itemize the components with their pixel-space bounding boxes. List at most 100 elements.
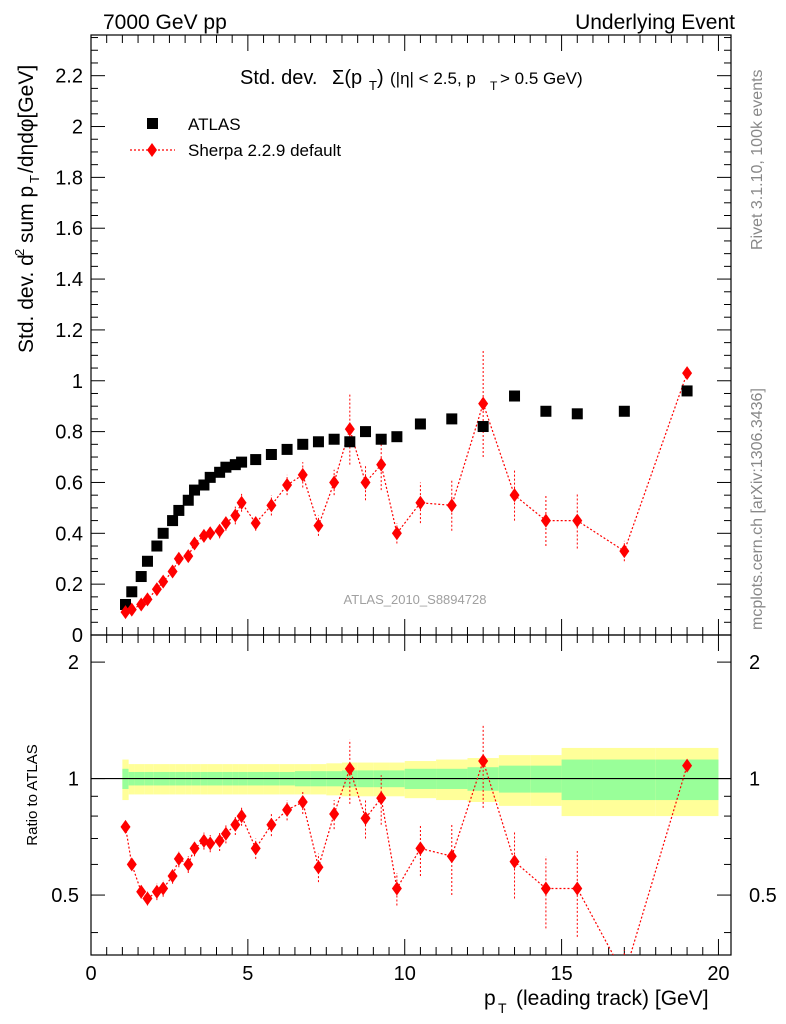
atlas-point [229, 459, 241, 471]
ratio-sherpa-point [297, 794, 308, 809]
legend-atlas-label: ATLAS [188, 115, 241, 134]
sherpa-point [446, 498, 457, 513]
sherpa-point [151, 582, 162, 597]
sherpa-point [189, 536, 200, 551]
x-tick-label: 5 [242, 963, 253, 985]
ratio-sherpa-point [214, 833, 225, 848]
ratio-y-tick-label-right: 0.5 [749, 885, 777, 907]
sherpa-point [572, 513, 583, 528]
sherpa-point [220, 516, 231, 531]
atlas-point [509, 390, 521, 402]
plot-title-sub-t2: T [490, 79, 498, 93]
x-tick-label: 10 [394, 963, 416, 985]
sherpa-point [183, 549, 194, 564]
atlas-markers [120, 385, 693, 610]
atlas-point [120, 598, 132, 610]
x-label-p: p [484, 987, 496, 1010]
x-label-sub: T [498, 1000, 507, 1016]
sherpa-point [214, 523, 225, 538]
x-tick-label: 20 [707, 963, 729, 985]
ratio-frame [90, 634, 732, 956]
sherpa-point [329, 475, 340, 490]
sherpa-point [376, 457, 387, 472]
ratio-y-tick-label: 1 [68, 769, 79, 791]
sherpa-point [415, 495, 426, 510]
atlas-point [198, 479, 210, 491]
main-y-tick-label: 0.4 [55, 523, 83, 545]
plot-title-sub-t1: T [369, 78, 377, 93]
plot-title-cuts2: > 0.5 GeV) [500, 69, 583, 88]
sherpa-point [142, 592, 153, 607]
ratio-sherpa-point [173, 851, 184, 866]
ratio-sherpa-point [189, 841, 200, 856]
main-y-label-text-c: /dηdφ[GeV] [15, 65, 38, 173]
atlas-point [204, 471, 216, 483]
main-panel: 0 0.2 0.4 0.6 0.8 1 1.2 1.4 1.6 1.8 2 2.2 Std. dev.… [12, 34, 732, 647]
main-axis-ticks [90, 35, 731, 636]
sherpa-point [391, 526, 402, 541]
ratio-sherpa-point [682, 758, 693, 773]
atlas-point [157, 527, 169, 539]
ratio-sherpa-point [205, 836, 216, 851]
ratio-sherpa-point [572, 881, 583, 896]
rivet-version-label: Rivet 3.1.10, 100k events [749, 69, 766, 250]
atlas-point [126, 586, 138, 598]
atlas-point [141, 555, 153, 567]
atlas-point [236, 456, 248, 468]
main-frame [90, 34, 732, 636]
ratio-sherpa-point [329, 806, 340, 821]
ratio-sherpa-point [415, 841, 426, 856]
ratio-y-tick-label: 2 [68, 652, 79, 674]
main-y-tick-label: 1 [72, 371, 83, 393]
sherpa-point [120, 605, 131, 620]
sherpa-markers [120, 366, 693, 620]
analysis-watermark: ATLAS_2010_S8894728 [344, 592, 487, 607]
ratio-sherpa-point [142, 891, 153, 906]
atlas-point [375, 433, 387, 445]
plot-title-sigma: Σ(p [332, 67, 362, 89]
ratio-sherpa-point [250, 841, 261, 856]
sherpa-point [478, 396, 489, 411]
atlas-point [391, 431, 403, 443]
atlas-point [214, 466, 226, 478]
sherpa-point [205, 526, 216, 541]
header-left: 7000 GeV pp [103, 11, 227, 34]
mcplots-label: mcplots.cern.ch [arXiv:1306.3436] [749, 388, 766, 630]
ratio-sherpa-point [158, 881, 169, 896]
ratio-sherpa-point [376, 791, 387, 806]
main-y-label-text-b: sum p [15, 186, 38, 243]
sherpa-point [313, 518, 324, 533]
sherpa-point [236, 495, 247, 510]
ratio-y-label: Ratio to ATLAS [24, 744, 41, 845]
sherpa-point [509, 488, 520, 503]
x-tick-label: 15 [550, 963, 572, 985]
legend-atlas-marker [147, 118, 158, 129]
sherpa-point [682, 366, 693, 381]
main-y-tick-label: 1.2 [55, 320, 83, 342]
atlas-point [151, 540, 163, 552]
sherpa-point [250, 516, 261, 531]
x-axis-label: p T (leading track) [GeV] [484, 987, 709, 1016]
main-y-tick-label: 1.6 [55, 218, 83, 240]
main-y-tick-label: 0.6 [55, 472, 83, 494]
legend: ATLAS Sherpa 2.2.9 default [130, 115, 341, 160]
ratio-y-tick-labels: 0.5 0.5 1 1 2 2 [51, 652, 777, 907]
atlas-point [250, 454, 262, 466]
atlas-point [540, 405, 552, 417]
ratio-sherpa-point [313, 860, 324, 875]
atlas-point [182, 494, 194, 506]
ratio-sherpa-point [344, 761, 355, 776]
ratio-sherpa-point [183, 857, 194, 872]
ratio-sherpa-point [230, 817, 241, 832]
sherpa-point [297, 467, 308, 482]
main-y-tick-label: 0.2 [55, 574, 83, 596]
sherpa-line [125, 372, 688, 613]
main-y-label-text-a: Std. dev. d [15, 254, 38, 353]
atlas-point [446, 413, 458, 425]
main-y-label-sub: T [27, 175, 42, 183]
atlas-point [618, 405, 630, 417]
ratio-sherpa-line [124, 759, 688, 955]
atlas-point [167, 515, 179, 527]
ratio-uncertainty-band [122, 747, 719, 817]
